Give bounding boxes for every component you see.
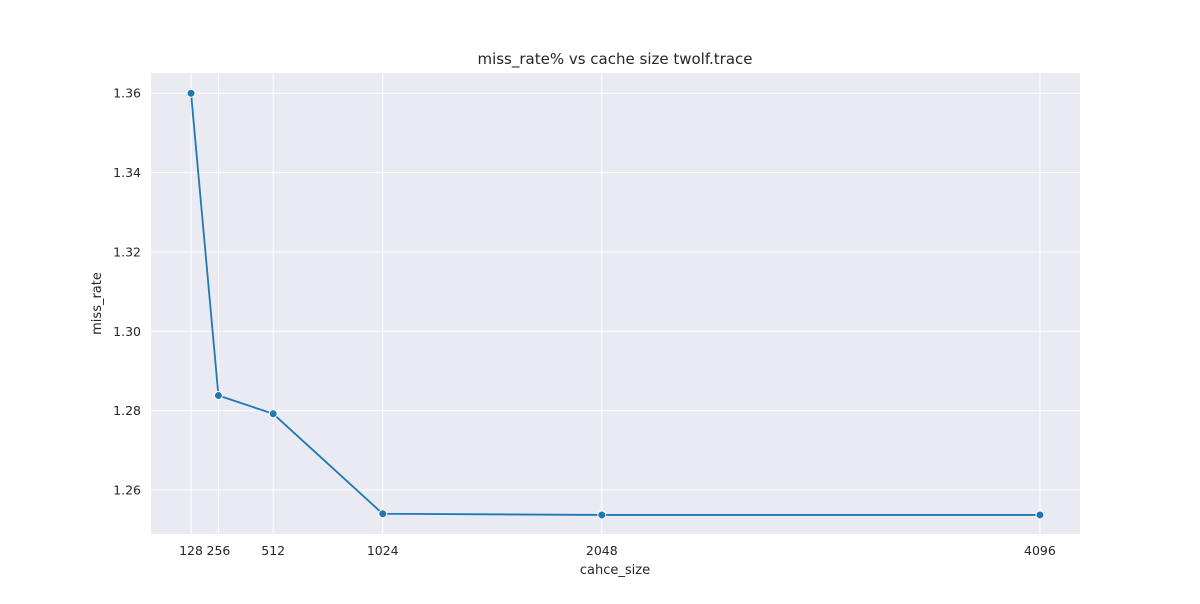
y-tick-label-1.34: 1.34 <box>113 165 141 180</box>
series-line-0 <box>190 93 1040 516</box>
y-tick-label-1.30: 1.30 <box>113 324 141 339</box>
data-point-2048 <box>597 510 607 520</box>
x-tick-label-2048: 2048 <box>586 543 618 558</box>
y-tick-label-1.36: 1.36 <box>113 86 141 101</box>
y-tick-label-1.28: 1.28 <box>113 403 141 418</box>
y-tick-label-1.32: 1.32 <box>113 244 141 259</box>
x-tick-label-1024: 1024 <box>367 543 399 558</box>
chart-title: miss_rate% vs cache size twolf.trace <box>477 50 752 69</box>
x-tick-label-128: 128 <box>179 543 203 558</box>
series-lines <box>190 93 1040 516</box>
data-point-512 <box>268 409 278 419</box>
y-tick-labels: 1.26 1.28 1.30 1.32 1.34 1.36 <box>113 86 141 498</box>
plot-area <box>151 73 1080 534</box>
data-point-128 <box>186 88 196 98</box>
data-points <box>186 88 1045 520</box>
x-axis-label: cahce_size <box>580 563 650 578</box>
x-tick-labels: 128 256 512 1024 2048 4096 <box>179 543 1056 558</box>
grid-lines <box>151 73 1080 534</box>
data-point-4096 <box>1035 510 1045 520</box>
x-tick-label-512: 512 <box>261 543 285 558</box>
y-axis-label: miss_rate <box>90 272 105 335</box>
x-tick-label-4096: 4096 <box>1024 543 1056 558</box>
x-tick-label-256: 256 <box>207 543 231 558</box>
y-tick-label-1.26: 1.26 <box>113 482 141 497</box>
data-point-1024 <box>378 509 388 519</box>
data-point-256 <box>213 391 223 401</box>
